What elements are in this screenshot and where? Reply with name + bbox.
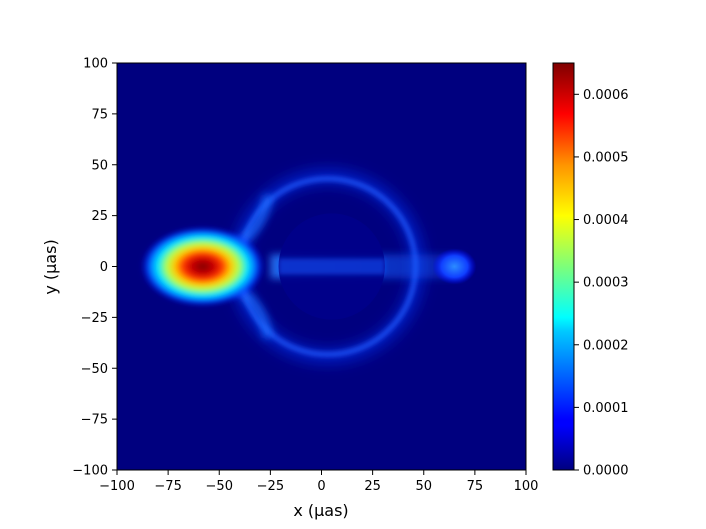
x-tick-label: 100 <box>514 479 539 494</box>
y-tick-label: −100 <box>72 464 108 479</box>
y-tick-label: −25 <box>81 311 108 326</box>
x-tick-label: 0 <box>317 479 325 494</box>
x-tick-label: −25 <box>257 479 284 494</box>
x-axis-label: x (μas) <box>293 501 348 520</box>
x-tick-label: −75 <box>154 479 181 494</box>
colorbar-frame <box>552 62 575 471</box>
y-tick-label: 50 <box>91 158 108 173</box>
heatmap-image <box>117 63 526 470</box>
colorbar-tick-label: 0.0001 <box>583 401 629 416</box>
colorbar-ticks: 0.0006 0.0005 0.0004 0.0003 0.0002 0.0001 0.00… <box>574 88 629 479</box>
y-tick-label: −50 <box>81 362 108 377</box>
colorbar-tick-label: 0.0000 <box>583 464 629 479</box>
colorbar-tick-label: 0.0006 <box>583 88 629 103</box>
x-tick-label: −100 <box>99 479 135 494</box>
right-blob <box>432 248 477 285</box>
y-axis-ticks: 100 75 50 25 0 −25 −50 −75 −100 <box>72 57 117 479</box>
x-tick-label: 50 <box>415 479 432 494</box>
y-tick-label: −75 <box>81 413 108 428</box>
colorbar-tick-label: 0.0002 <box>583 338 629 353</box>
y-tick-label: 75 <box>91 107 108 122</box>
hotspot <box>140 226 265 307</box>
colorbar: 0.0006 0.0005 0.0004 0.0003 0.0002 0.0001 0.00… <box>552 62 629 479</box>
x-axis-ticks: −100 −75 −50 −25 0 25 50 75 100 <box>99 470 538 494</box>
x-tick-label: 25 <box>364 479 381 494</box>
colorbar-tick-label: 0.0003 <box>583 276 629 291</box>
x-tick-label: 75 <box>467 479 484 494</box>
shadow-band <box>278 258 385 275</box>
colorbar-tick-label: 0.0005 <box>583 150 629 165</box>
x-tick-label: −50 <box>206 479 233 494</box>
y-tick-label: 100 <box>83 57 108 72</box>
y-axis-label: y (μas) <box>41 239 60 294</box>
colorbar-tick-label: 0.0004 <box>583 213 629 228</box>
colorbar-gradient <box>553 63 574 470</box>
y-tick-label: 25 <box>91 209 108 224</box>
y-tick-label: 0 <box>100 260 108 275</box>
